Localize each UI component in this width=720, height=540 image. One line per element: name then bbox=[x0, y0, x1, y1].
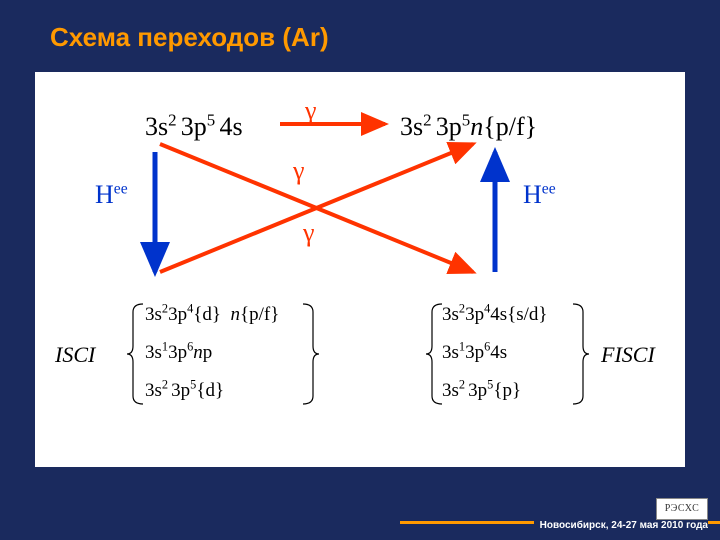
upper-right-state: 3s2 3p5n{p/f} bbox=[400, 112, 537, 142]
footer-text: Новосибирск, 24-27 мая 2010 года bbox=[534, 520, 708, 531]
slide: Схема переходов (Ar) 3s2 3p5 4s 3s2 3p5n… bbox=[0, 0, 720, 540]
upper-left-state: 3s2 3p5 4s bbox=[145, 112, 243, 142]
slide-title: Схема переходов (Ar) bbox=[50, 22, 329, 53]
fisci-label: FISCI bbox=[601, 342, 655, 368]
diagram-svg bbox=[35, 72, 685, 467]
gamma-label-2: γ bbox=[293, 156, 305, 186]
fisci-row-3: 3s2 3p5{p} bbox=[442, 380, 521, 402]
gamma-label-3: γ bbox=[303, 218, 315, 248]
hee-label-left: Hee bbox=[95, 180, 128, 210]
hee-label-right: Hee bbox=[523, 180, 556, 210]
isci-row-1: 3s23p4{d} n{p/f} bbox=[145, 304, 279, 326]
isci-row-2: 3s13p6np bbox=[145, 342, 212, 364]
footer: РЭСХС Новосибирск, 24-27 мая 2010 года bbox=[400, 506, 720, 534]
logo-icon: РЭСХС bbox=[656, 498, 708, 520]
fisci-row-1: 3s23p44s{s/d} bbox=[442, 304, 548, 326]
isci-label: ISCI bbox=[55, 342, 95, 368]
fisci-row-2: 3s13p64s bbox=[442, 342, 507, 364]
gamma-label-1: γ bbox=[305, 96, 317, 126]
content-area: 3s2 3p5 4s 3s2 3p5n{p/f} γ γ γ Hee Hee I… bbox=[35, 72, 685, 467]
isci-row-3: 3s2 3p5{d} bbox=[145, 380, 224, 402]
